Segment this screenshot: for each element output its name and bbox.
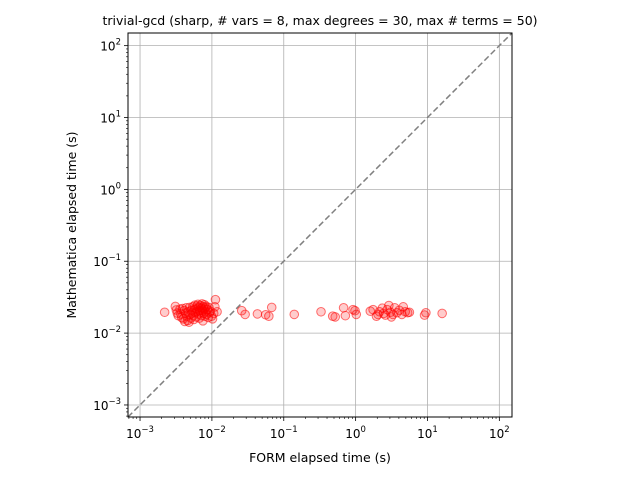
data-point xyxy=(264,311,274,321)
data-point xyxy=(330,312,341,322)
data-point xyxy=(210,294,221,305)
y-tick-label: 100 xyxy=(100,181,121,197)
data-point xyxy=(212,306,222,317)
data-point xyxy=(236,305,247,316)
plot-frame xyxy=(127,32,513,418)
y-tick-label: 102 xyxy=(100,38,121,54)
grid-lines xyxy=(128,33,512,417)
y-tick-label: 10−1 xyxy=(93,253,121,269)
x-axis-ticks: 10−3 10−2 10−1 100 101 102 xyxy=(126,417,510,441)
data-point xyxy=(351,309,362,320)
data-point xyxy=(159,307,170,318)
data-point xyxy=(252,309,263,319)
data-point xyxy=(289,309,300,320)
y-tick-label: 10−3 xyxy=(93,397,121,413)
y-axis-label: Mathematica elapsed time (s) xyxy=(64,131,79,318)
diagonal-reference-line xyxy=(127,32,513,418)
data-points xyxy=(159,294,447,327)
y-tick-label: 10−2 xyxy=(93,325,121,341)
x-tick-label: 10−3 xyxy=(126,425,154,441)
data-point xyxy=(316,306,326,317)
x-tick-label: 100 xyxy=(345,425,366,441)
chart-title: trivial-gcd (sharp, # vars = 8, max degr… xyxy=(102,13,537,28)
data-point xyxy=(338,302,349,313)
y-axis-ticks: 10−3 10−2 10−1 100 101 102 xyxy=(93,38,128,417)
data-point xyxy=(437,308,447,319)
data-point xyxy=(210,302,220,312)
x-tick-label: 101 xyxy=(417,425,438,441)
x-tick-label: 10−1 xyxy=(270,425,298,441)
data-point xyxy=(404,307,415,318)
data-point xyxy=(266,302,277,313)
x-tick-label: 102 xyxy=(489,425,510,441)
x-axis-label: FORM elapsed time (s) xyxy=(249,450,391,465)
reference-line-layer xyxy=(127,32,513,418)
data-point xyxy=(421,307,431,318)
x-tick-label: 10−2 xyxy=(198,425,226,441)
data-point xyxy=(340,310,351,321)
data-point xyxy=(240,309,250,320)
y-tick-label: 101 xyxy=(100,110,121,126)
